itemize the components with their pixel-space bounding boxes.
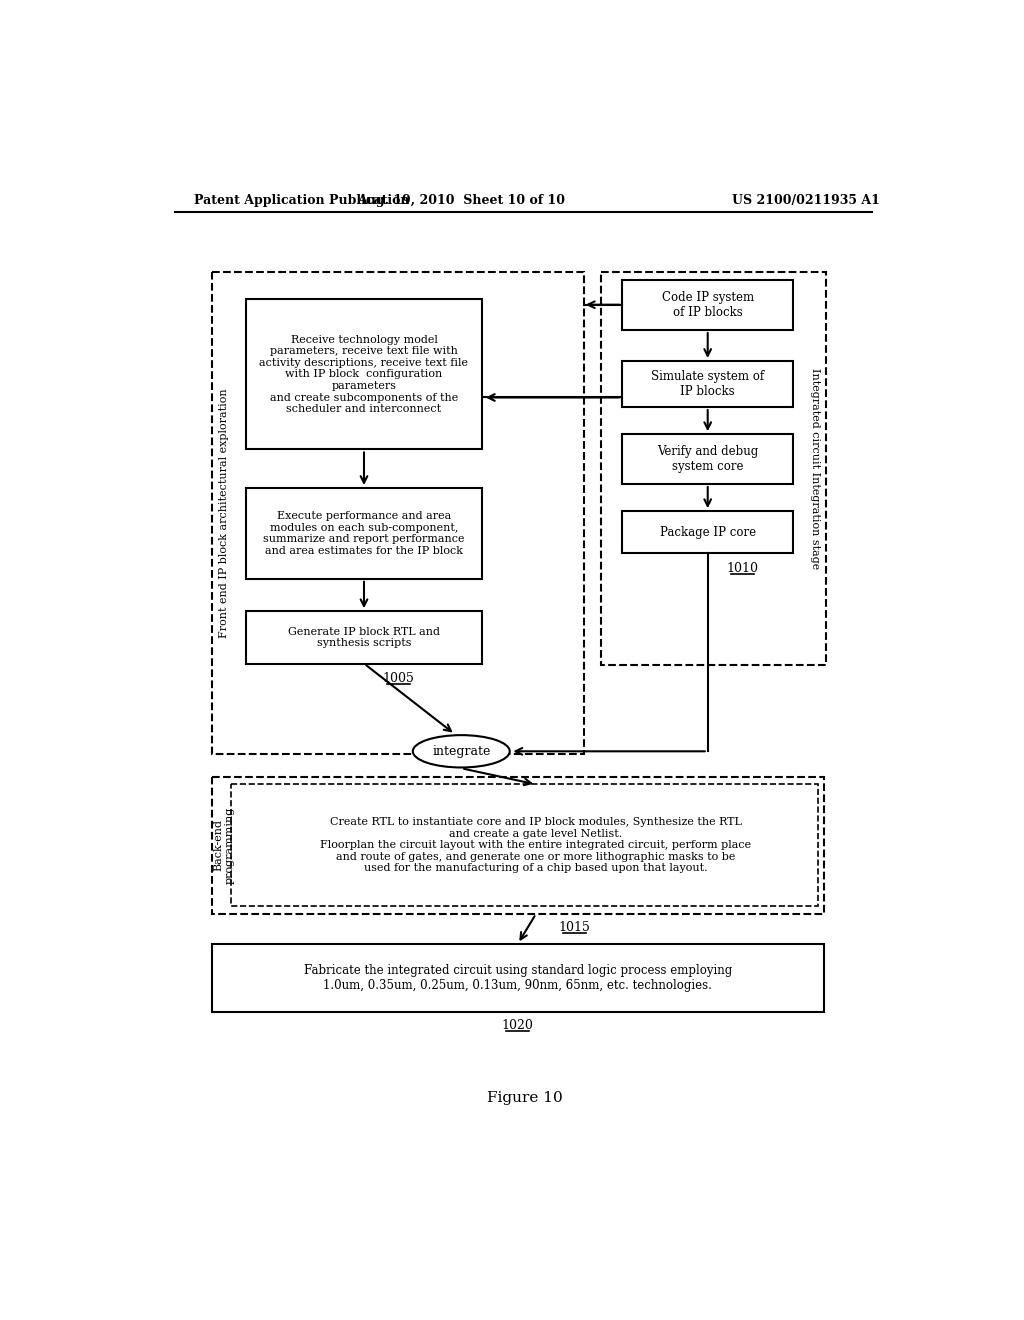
Text: 1010: 1010 (727, 562, 759, 576)
Text: Code IP system
of IP blocks: Code IP system of IP blocks (662, 292, 754, 319)
Text: 1020: 1020 (502, 1019, 534, 1032)
Text: Back-end
programming: Back-end programming (213, 807, 234, 884)
Text: Generate IP block RTL and
synthesis scripts: Generate IP block RTL and synthesis scri… (288, 627, 440, 648)
FancyBboxPatch shape (623, 434, 793, 484)
FancyBboxPatch shape (246, 488, 482, 579)
Text: Figure 10: Figure 10 (487, 1090, 562, 1105)
FancyBboxPatch shape (623, 511, 793, 553)
FancyBboxPatch shape (246, 300, 482, 449)
Text: Patent Application Publication: Patent Application Publication (194, 194, 410, 207)
Text: Receive technology model
parameters, receive text file with
activity description: Receive technology model parameters, rec… (259, 334, 469, 414)
Text: Simulate system of
IP blocks: Simulate system of IP blocks (651, 370, 764, 399)
Ellipse shape (413, 735, 510, 767)
Text: Front end IP block architectural exploration: Front end IP block architectural explora… (219, 388, 229, 638)
FancyBboxPatch shape (623, 360, 793, 407)
Text: integrate: integrate (432, 744, 490, 758)
Text: Fabricate the integrated circuit using standard logic process employing
1.0um, 0: Fabricate the integrated circuit using s… (304, 964, 732, 991)
Text: 1005: 1005 (383, 672, 415, 685)
Text: Create RTL to instantiate core and IP block modules, Synthesize the RTL
and crea: Create RTL to instantiate core and IP bl… (321, 817, 752, 874)
FancyBboxPatch shape (623, 280, 793, 330)
Text: 1015: 1015 (559, 921, 591, 935)
Text: Execute performance and area
modules on each sub-component,
summarize and report: Execute performance and area modules on … (263, 511, 465, 556)
Text: US 2100/0211935 A1: US 2100/0211935 A1 (732, 194, 881, 207)
FancyBboxPatch shape (212, 944, 824, 1011)
Text: Verify and debug
system core: Verify and debug system core (657, 445, 759, 473)
FancyBboxPatch shape (246, 611, 482, 664)
Text: Aug. 19, 2010  Sheet 10 of 10: Aug. 19, 2010 Sheet 10 of 10 (357, 194, 565, 207)
Text: Package IP core: Package IP core (659, 525, 756, 539)
Text: Integrated circuit Integration stage: Integrated circuit Integration stage (810, 368, 819, 569)
